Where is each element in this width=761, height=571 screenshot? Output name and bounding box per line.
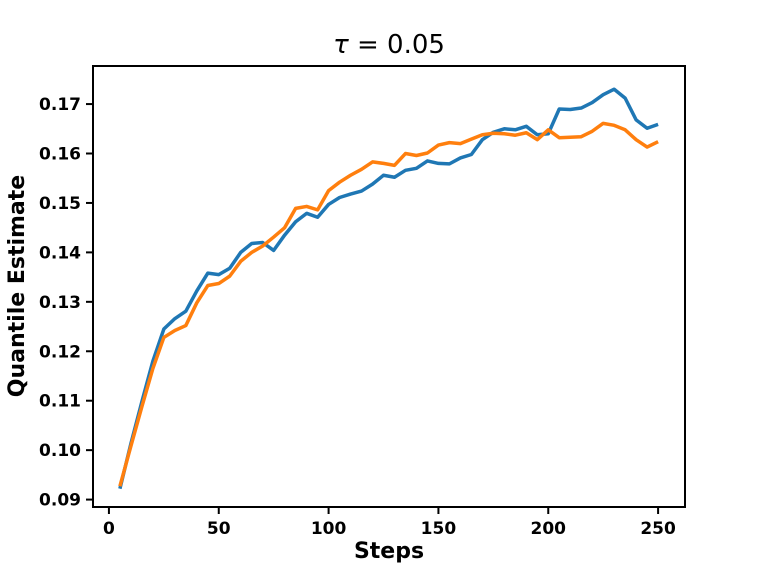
y-tick-label: 0.14 bbox=[39, 243, 81, 263]
y-tick-label: 0.16 bbox=[39, 145, 81, 165]
x-tick-label: 150 bbox=[421, 519, 457, 539]
y-tick-label: 0.09 bbox=[39, 491, 81, 511]
y-tick-label: 0.12 bbox=[39, 342, 81, 362]
x-axis-label: Steps bbox=[354, 539, 424, 564]
x-tick-label: 50 bbox=[207, 519, 231, 539]
chart-title: τ = 0.05 bbox=[333, 30, 445, 60]
y-tick-label: 0.15 bbox=[39, 194, 81, 214]
y-axis-ticks: 0.09 0.10 0.11 0.12 0.13 0.14 0.15 0.16 0.17 bbox=[39, 95, 93, 511]
data-series-group bbox=[118, 87, 659, 490]
y-tick-label: 0.10 bbox=[39, 441, 81, 461]
y-axis-label: Quantile Estimate bbox=[5, 175, 30, 397]
orange-line bbox=[118, 121, 659, 487]
x-tick-label: 0 bbox=[103, 519, 115, 539]
chart-title-rest: = 0.05 bbox=[349, 30, 445, 60]
blue-line bbox=[118, 87, 659, 490]
plot-frame bbox=[92, 65, 686, 508]
y-tick-label: 0.13 bbox=[39, 293, 81, 313]
y-tick-label: 0.11 bbox=[39, 392, 81, 412]
x-tick-label: 250 bbox=[640, 519, 676, 539]
x-axis-ticks: 0 50 100 150 200 250 bbox=[103, 507, 676, 539]
x-tick-label: 200 bbox=[531, 519, 567, 539]
x-tick-label: 100 bbox=[311, 519, 347, 539]
tau-symbol: τ bbox=[333, 30, 349, 60]
y-tick-label: 0.17 bbox=[39, 95, 81, 115]
